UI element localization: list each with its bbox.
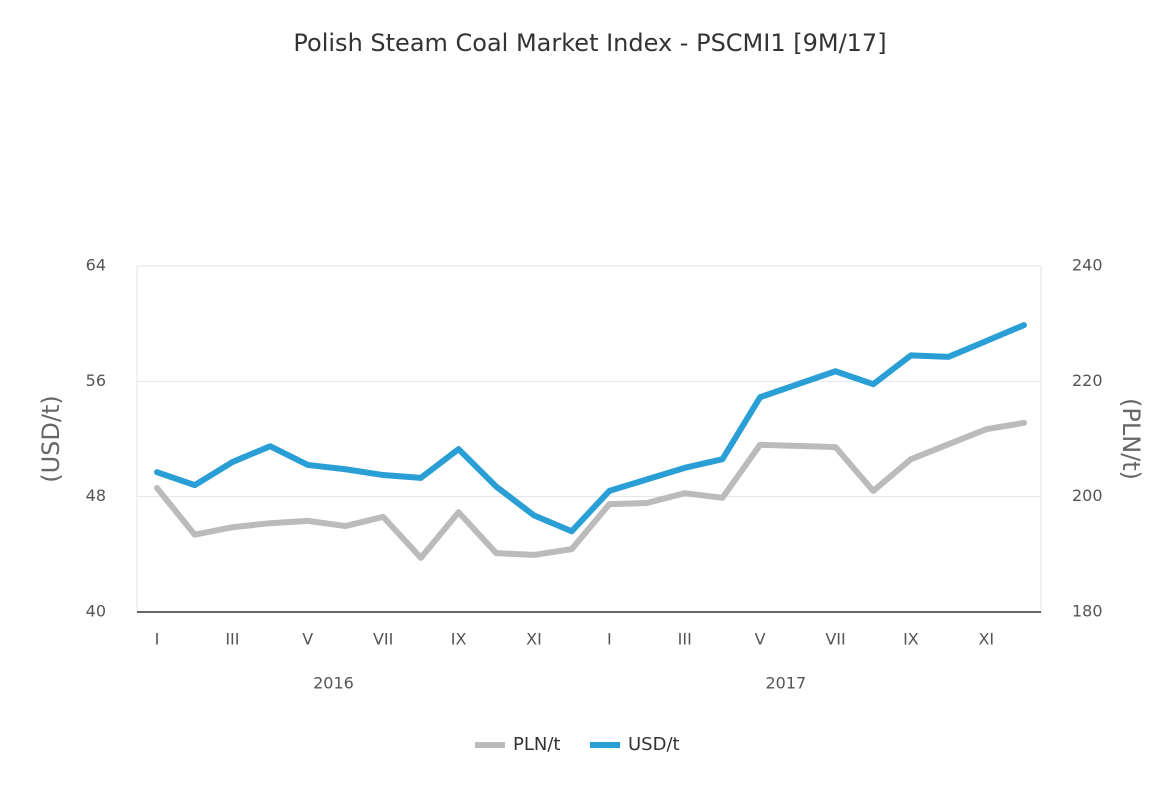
y-axis-title: (USD/t) [37, 395, 65, 483]
y-tick-label: 40 [86, 602, 106, 621]
y-tick-label: 48 [86, 486, 106, 505]
series-line [154, 322, 1027, 535]
legend-label: PLN/t [513, 734, 560, 755]
x-tick-label: IX [451, 630, 467, 649]
y-tick-label: 56 [86, 371, 106, 390]
x-tick-label: IX [903, 630, 919, 649]
x-tick-label: XI [978, 630, 994, 649]
x-group-label: 2016 [313, 674, 354, 693]
chart-title: Polish Steam Coal Market Index - PSCMI1 … [293, 29, 886, 57]
legend-label: USD/t [628, 734, 680, 755]
y-tick-label: 64 [86, 256, 106, 275]
y2-tick-label: 180 [1072, 602, 1103, 621]
x-tick-label: I [155, 630, 160, 649]
x-tick-label: V [755, 630, 766, 649]
y2-tick-label: 200 [1072, 486, 1103, 505]
x-tick-label: III [678, 630, 692, 649]
series-line [154, 419, 1027, 561]
x-tick-label: V [302, 630, 313, 649]
x-tick-label: I [607, 630, 612, 649]
y2-tick-label: 220 [1072, 371, 1103, 390]
x-tick-label: III [225, 630, 239, 649]
x-tick-label: VII [373, 630, 393, 649]
y2-tick-label: 240 [1072, 256, 1103, 275]
x-tick-label: XI [526, 630, 542, 649]
y2-axis-title: (PLN/t) [1117, 398, 1145, 480]
x-group-label: 2017 [765, 674, 806, 693]
x-tick-label: VII [825, 630, 845, 649]
